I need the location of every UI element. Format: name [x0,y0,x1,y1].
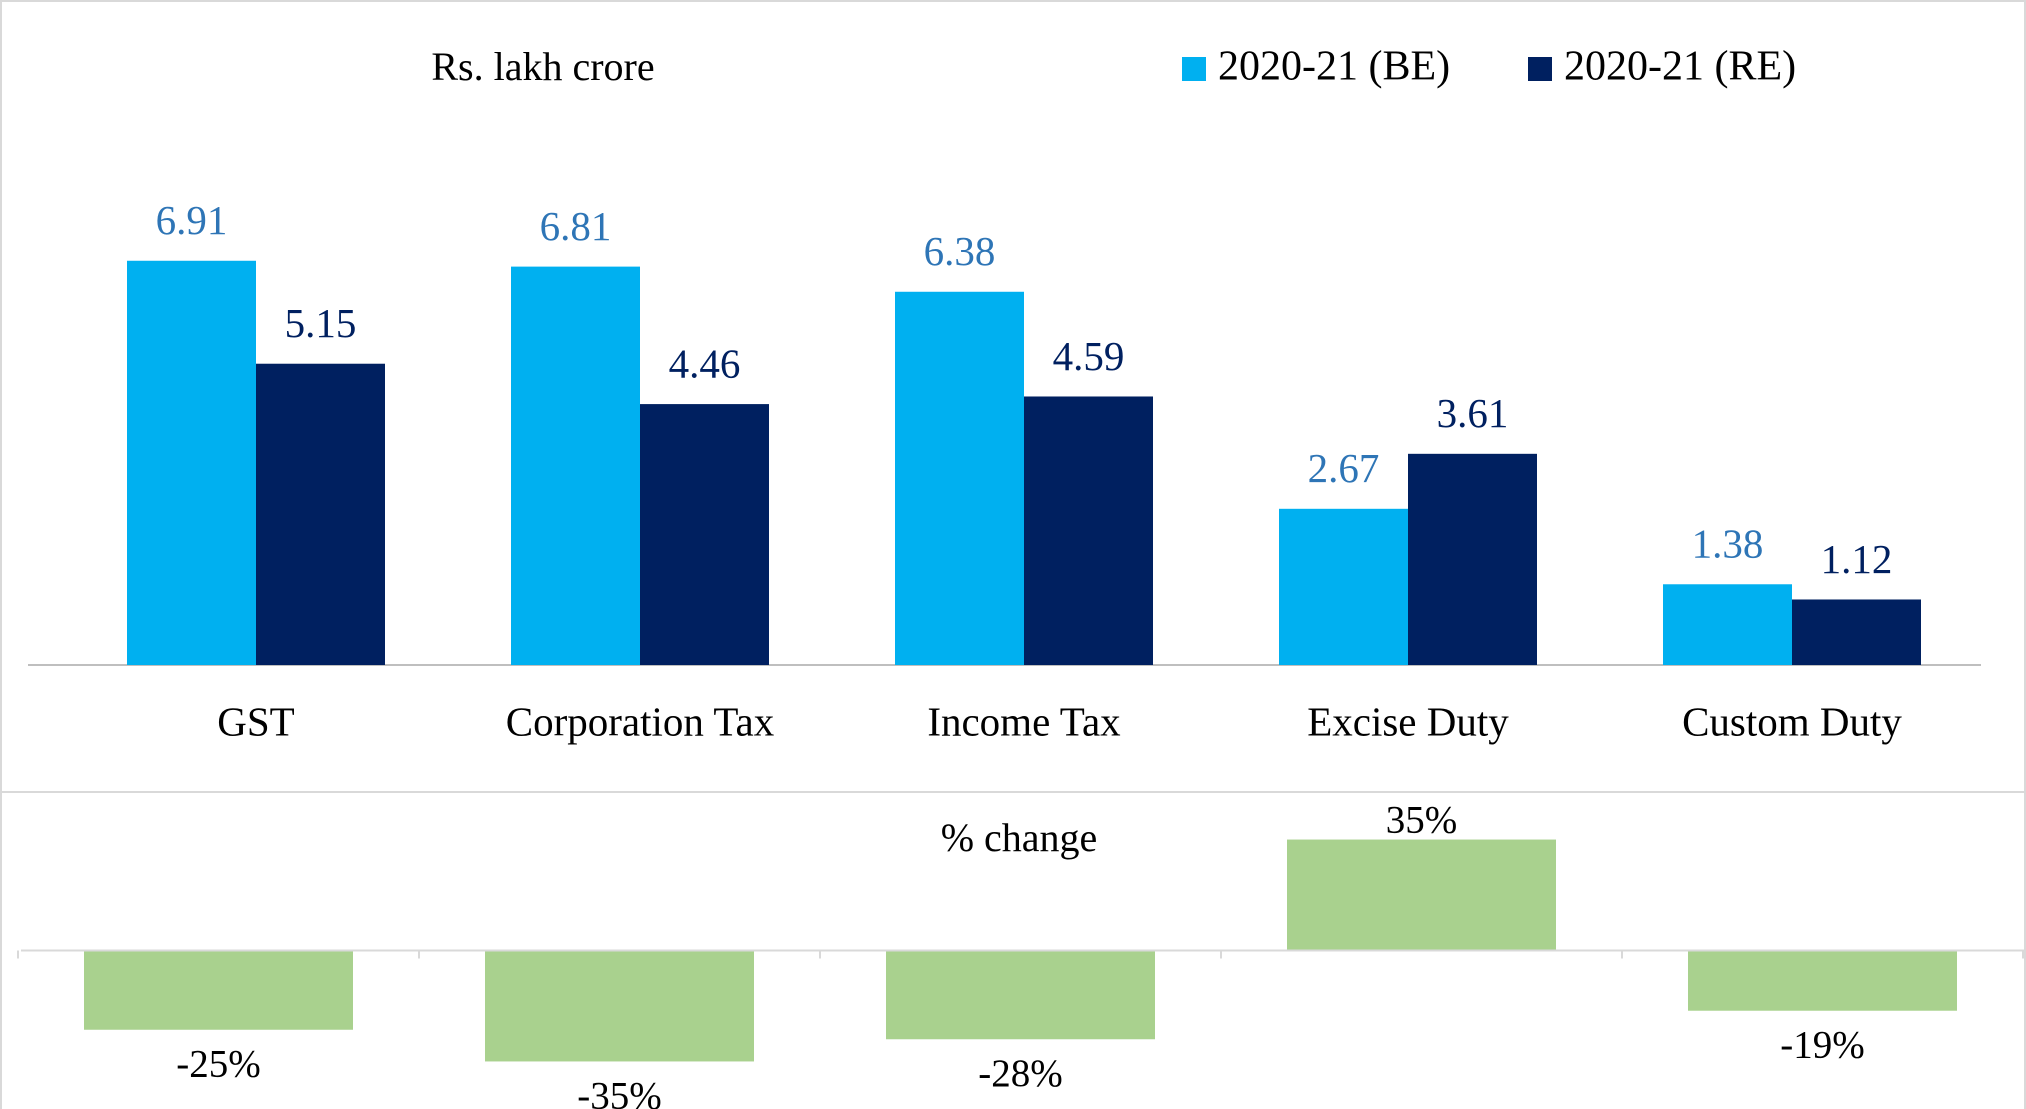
bar [511,266,640,665]
x-tick-label: Income Tax [927,698,1120,744]
bar [1408,453,1537,665]
data-label: -28% [978,1052,1062,1095]
bar [127,260,256,665]
data-label: 5.15 [285,300,357,346]
bar [1663,584,1792,665]
x-tick-label: Corporation Tax [506,698,775,744]
data-label: 6.81 [540,203,612,249]
legend-swatch [1182,57,1206,81]
chart-title: % change [941,815,1098,860]
data-label: 3.61 [1437,390,1509,436]
data-label: -35% [577,1074,661,1109]
legend-swatch [1528,57,1552,81]
data-label: 1.38 [1692,521,1764,567]
data-label: -25% [176,1043,260,1086]
bar [84,950,353,1030]
bar [485,950,754,1062]
data-label: 35% [1386,799,1458,842]
data-label: 6.38 [924,228,996,274]
data-label: 1.12 [1821,536,1893,582]
bar [1287,839,1556,951]
bar [1024,396,1153,665]
data-label: 4.59 [1053,333,1125,379]
bar [1792,599,1921,665]
x-tick-label: GST [217,698,294,744]
bar [1279,508,1408,665]
bar [640,404,769,665]
x-tick-label: Custom Duty [1682,698,1902,744]
data-label: 2.67 [1308,445,1380,491]
bar [886,950,1155,1040]
bar [256,363,385,665]
data-label: 6.91 [156,197,228,243]
legend-label: 2020-21 (BE) [1218,44,1450,90]
chart-title: Rs. lakh crore [431,44,654,89]
bar [1688,950,1957,1011]
legend-label: 2020-21 (RE) [1564,44,1796,90]
data-label: 4.46 [669,340,741,386]
bar [895,291,1024,665]
data-label: -19% [1780,1024,1864,1067]
x-tick-label: Excise Duty [1307,698,1509,744]
